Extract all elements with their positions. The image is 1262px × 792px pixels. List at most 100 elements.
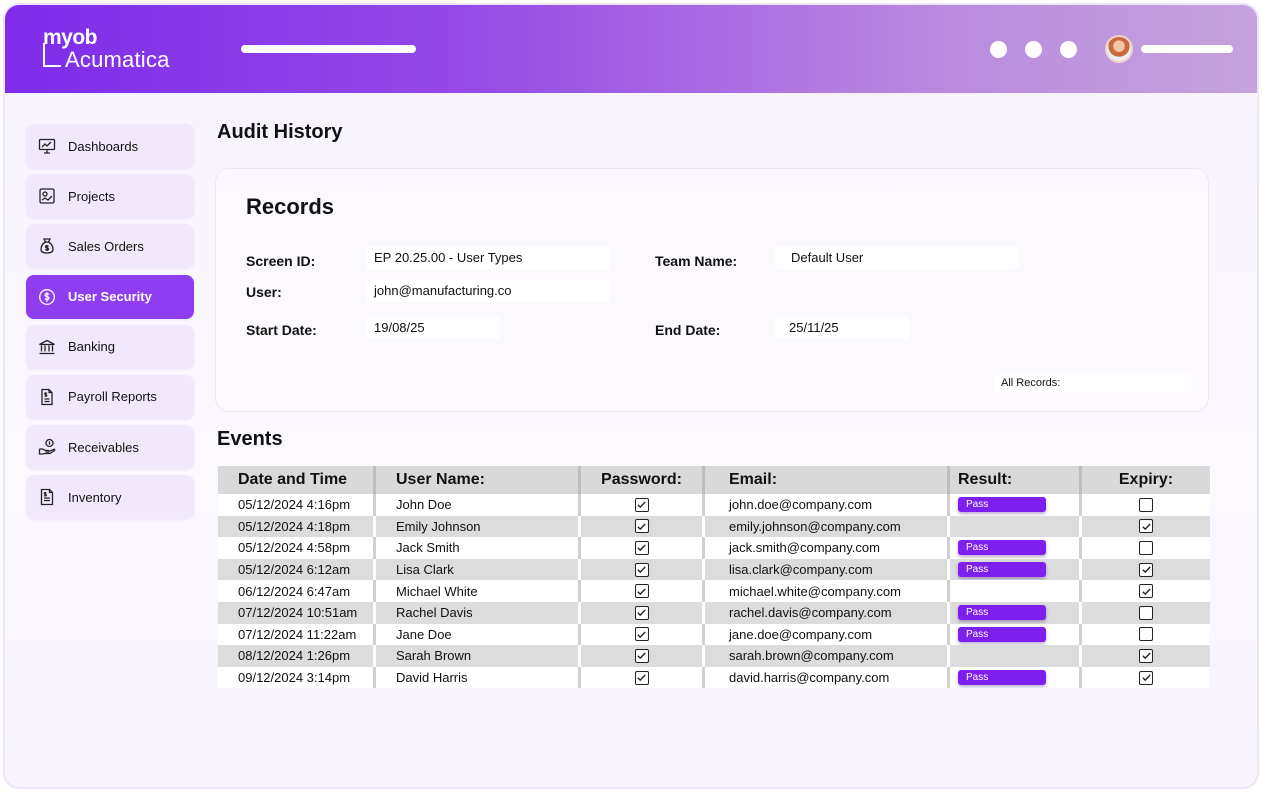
- pass-badge: Pass: [958, 540, 1046, 556]
- table-row[interactable]: 05/12/2024 4:58pm Jack Smith jack.smith@co…: [218, 537, 1210, 559]
- all-records-field[interactable]: All Records:: [995, 375, 1192, 392]
- password-checkbox[interactable]: [634, 497, 649, 512]
- sidebar-item-receivables[interactable]: Receivables: [26, 425, 194, 470]
- sidebar-item-dashboards[interactable]: Dashboards: [26, 124, 194, 168]
- column-header-email[interactable]: Email:: [705, 466, 950, 494]
- table-row[interactable]: 09/12/2024 3:14pm David Harris david.harri…: [218, 666, 1210, 689]
- cell-datetime: 07/12/2024 10:51am: [218, 601, 376, 624]
- password-checkbox[interactable]: [634, 605, 649, 620]
- expiry-checkbox[interactable]: [1139, 670, 1153, 685]
- table-row[interactable]: 07/12/2024 10:51am Rachel Davis rachel.dav…: [218, 601, 1210, 624]
- sidebar-item-payroll-reports[interactable]: Payroll Reports: [26, 374, 194, 419]
- cell-result: [950, 580, 1082, 602]
- expiry-checkbox[interactable]: [1139, 627, 1153, 642]
- password-checkbox[interactable]: [634, 670, 649, 685]
- dollar-circle-icon: [38, 288, 56, 306]
- brand-logo[interactable]: myob Acumatica: [43, 27, 170, 71]
- table-row[interactable]: 05/12/2024 6:12am Lisa Clark lisa.clark@co…: [218, 558, 1210, 581]
- notification-dot-2[interactable]: [1025, 41, 1042, 58]
- column-header-password[interactable]: Password:: [581, 466, 705, 494]
- cell-expiry: [1082, 494, 1210, 516]
- bank-icon: [38, 338, 56, 356]
- expiry-checkbox[interactable]: [1139, 519, 1153, 534]
- column-header-date-and-time[interactable]: Date and Time: [218, 466, 376, 494]
- search-bar[interactable]: [241, 45, 416, 53]
- user-label: User:: [246, 284, 282, 300]
- pass-badge: Pass: [958, 562, 1046, 578]
- notification-dot-3[interactable]: [1060, 41, 1077, 58]
- cell-datetime: 05/12/2024 4:16pm: [218, 494, 376, 516]
- cell-user-name: Emily Johnson: [376, 515, 581, 538]
- cell-user-name: Lisa Clark: [376, 558, 581, 581]
- user-name-placeholder[interactable]: [1141, 45, 1233, 53]
- expiry-checkbox[interactable]: [1139, 584, 1153, 599]
- cell-password: [581, 645, 705, 667]
- avatar[interactable]: [1105, 35, 1133, 63]
- start-date-label: Start Date:: [246, 322, 317, 338]
- team-name-label: Team Name:: [655, 253, 738, 269]
- column-header-expiry[interactable]: Expiry:: [1118, 471, 1174, 488]
- cell-result: Pass: [950, 666, 1082, 689]
- cell-email: david.harris@company.com: [705, 666, 950, 689]
- expiry-checkbox[interactable]: [1139, 562, 1153, 577]
- sidebar-item-user-security[interactable]: User Security: [26, 274, 194, 319]
- sidebar-item-label: Receivables: [68, 439, 139, 455]
- cell-expiry: [1082, 580, 1210, 602]
- top-bar: myob Acumatica: [5, 5, 1257, 93]
- table-row[interactable]: 08/12/2024 1:26pm Sarah Brown sarah.brown@…: [218, 645, 1210, 667]
- password-checkbox[interactable]: [634, 627, 649, 642]
- table-row[interactable]: 05/12/2024 4:18pm Emily Johnson emily.john…: [218, 515, 1210, 538]
- table-row[interactable]: 05/12/2024 4:16pm John Doe john.doe@compan…: [218, 494, 1210, 516]
- cell-password: [581, 623, 705, 646]
- cell-email: sarah.brown@company.com: [705, 645, 950, 667]
- app-window: myob Acumatica Dashboards Projects Sales O…: [3, 3, 1259, 789]
- end-date-field[interactable]: 25/11/25: [775, 317, 909, 339]
- sidebar-item-label: Projects: [68, 188, 115, 204]
- cell-datetime: 05/12/2024 4:18pm: [218, 515, 376, 538]
- column-header-result[interactable]: Result:: [950, 466, 1082, 494]
- cell-password: [581, 601, 705, 624]
- password-checkbox[interactable]: [634, 648, 649, 663]
- cell-user-name: David Harris: [376, 666, 581, 689]
- sidebar-item-sales-orders[interactable]: Sales Orders: [26, 224, 194, 269]
- screen-id-field[interactable]: EP 20.25.00 - User Types: [366, 247, 610, 269]
- expiry-checkbox[interactable]: [1139, 497, 1153, 512]
- expiry-checkbox[interactable]: [1139, 605, 1153, 620]
- password-checkbox[interactable]: [634, 540, 649, 555]
- cell-password: [581, 537, 705, 559]
- sidebar-item-inventory[interactable]: Inventory: [26, 475, 194, 520]
- team-name-field[interactable]: Default User: [775, 247, 1019, 269]
- table-row[interactable]: 06/12/2024 6:47am Michael White michael.wh…: [218, 580, 1210, 602]
- cell-email: jack.smith@company.com: [705, 537, 950, 559]
- cell-email: emily.johnson@company.com: [705, 515, 950, 538]
- notification-dot-1[interactable]: [990, 41, 1007, 58]
- user-field[interactable]: john@manufacturing.co: [366, 280, 610, 302]
- password-checkbox[interactable]: [634, 584, 649, 599]
- pass-badge: Pass: [958, 670, 1046, 686]
- expiry-checkbox[interactable]: [1139, 540, 1153, 555]
- cell-password: [581, 580, 705, 602]
- expiry-checkbox[interactable]: [1139, 648, 1153, 663]
- sidebar-item-label: Sales Orders: [68, 238, 144, 254]
- password-checkbox[interactable]: [634, 519, 649, 534]
- sidebar-item-projects[interactable]: Projects: [26, 174, 194, 219]
- cell-datetime: 08/12/2024 1:26pm: [218, 645, 376, 667]
- sidebar-item-label: Inventory: [68, 489, 122, 505]
- table-row[interactable]: 07/12/2024 11:22am Jane Doe jane.doe@compa…: [218, 623, 1210, 646]
- cell-email: john.doe@company.com: [705, 494, 950, 516]
- cell-user-name: Jack Smith: [376, 537, 581, 559]
- report-document-icon: [38, 388, 56, 406]
- password-checkbox[interactable]: [634, 562, 649, 577]
- cell-user-name: Rachel Davis: [376, 601, 581, 624]
- sidebar-item-label: Dashboards: [68, 138, 139, 154]
- cell-datetime: 05/12/2024 6:12am: [218, 558, 376, 581]
- pass-badge: Pass: [958, 605, 1046, 621]
- sidebar-item-banking[interactable]: Banking: [26, 324, 194, 369]
- table-header: Date and Time User Name: Password: Email: Re…: [218, 466, 1210, 494]
- cell-user-name: Jane Doe: [376, 623, 581, 646]
- money-bag-icon: [38, 237, 56, 255]
- start-date-field[interactable]: 19/08/25: [366, 317, 500, 339]
- cell-expiry: [1082, 516, 1210, 538]
- column-header-user-name[interactable]: User Name:: [376, 466, 581, 494]
- records-card: Records Screen ID: EP 20.25.00 - User Ty…: [215, 168, 1209, 412]
